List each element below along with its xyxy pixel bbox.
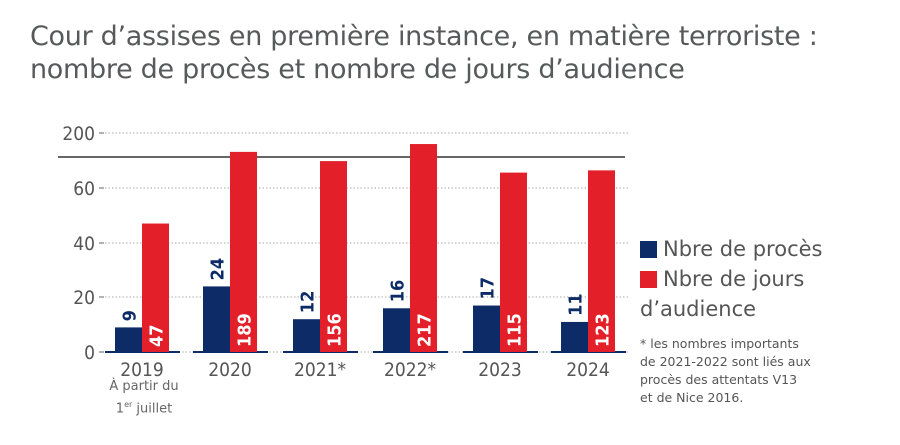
- data-label-jours: 47: [147, 324, 168, 347]
- data-label-jours: 115: [505, 313, 526, 347]
- legend-item-jours: Nbre de jours: [640, 264, 823, 294]
- x-tick-label: 2023: [478, 359, 522, 381]
- bar-jours-2021*: [320, 161, 347, 352]
- bar-jours-2020: [230, 151, 257, 352]
- bar-proces-2023: [473, 305, 500, 352]
- bar-proces-2019: [115, 327, 142, 352]
- legend-swatch-red: [640, 270, 657, 288]
- data-label-jours: 123: [593, 313, 614, 347]
- title-line-1: Cour d’assises en première instance, en …: [30, 21, 818, 52]
- data-label-jours: 189: [235, 313, 256, 347]
- y-tick-label: 60: [73, 178, 95, 200]
- x-tick-label: 2022*: [384, 359, 436, 381]
- data-label-proces: 12: [298, 291, 319, 314]
- legend: Nbre de procès Nbre de jours d’audience: [640, 234, 823, 324]
- bar-jours-2022*: [410, 144, 437, 352]
- data-label-jours: 217: [415, 313, 436, 347]
- bar-jours-2024: [588, 170, 615, 352]
- data-label-proces: 9: [120, 310, 141, 321]
- y-tick-label: 200: [62, 123, 95, 145]
- bar-jours-2023: [500, 172, 527, 352]
- x-tick-label: 2019: [120, 359, 164, 381]
- x-tick-label: 2024: [566, 359, 610, 381]
- data-label-proces: 16: [388, 280, 409, 303]
- legend-item-proces: Nbre de procès: [640, 234, 823, 264]
- bar-proces-2020: [203, 286, 230, 352]
- x-tick-label: 2020: [208, 359, 252, 381]
- data-label-proces: 24: [208, 258, 229, 281]
- bar-proces-2024: [561, 321, 588, 352]
- legend-swatch-navy: [640, 240, 657, 258]
- data-label-proces: 17: [478, 277, 499, 300]
- bar-jours-2019: [142, 223, 169, 352]
- x-tick-label: 2021*: [294, 359, 346, 381]
- x-note-2019: À partir du 1er juillet: [109, 379, 179, 417]
- title-line-2: nombre de procès et nombre de jours d’au…: [30, 54, 685, 85]
- y-tick-label: 0: [84, 342, 95, 364]
- legend-item-jours-cont: d’audience: [640, 297, 757, 321]
- bar-proces-2022*: [383, 308, 410, 352]
- data-label-jours: 156: [325, 313, 346, 347]
- bar-proces-2021*: [293, 319, 320, 352]
- data-label-proces: 11: [566, 293, 587, 316]
- y-tick-label: 20: [73, 287, 95, 309]
- footnote: * les nombres importants de 2021-2022 so…: [640, 336, 811, 405]
- chart-title: Cour d’assises en première instance, en …: [30, 20, 818, 86]
- y-tick-label: 40: [73, 233, 95, 255]
